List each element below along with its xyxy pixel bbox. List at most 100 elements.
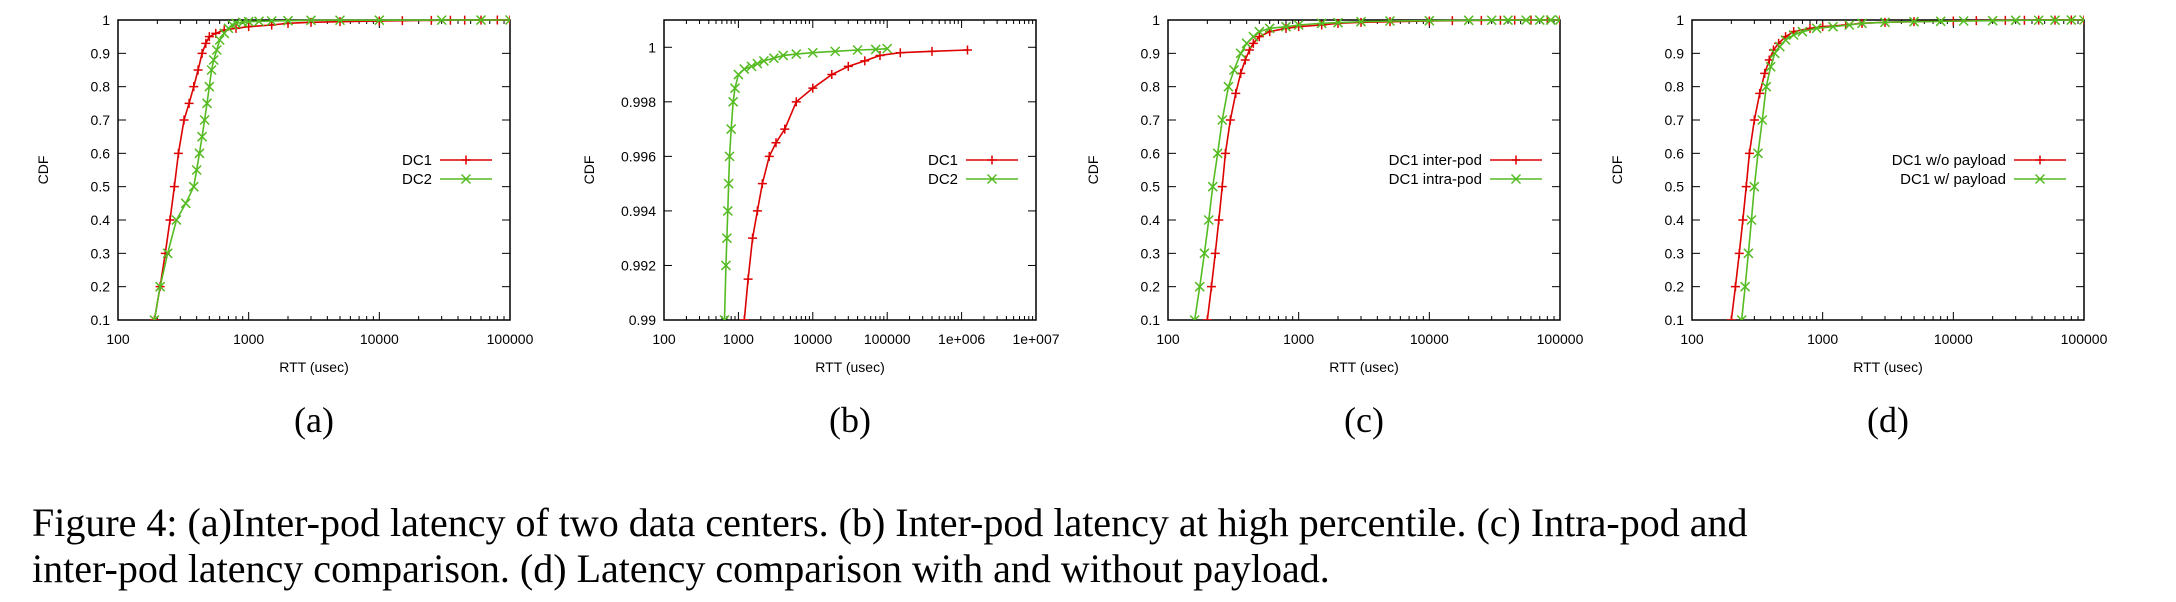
legend-marker (986, 173, 998, 185)
data-point (870, 44, 881, 55)
data-point (764, 151, 774, 161)
y-tick-label: 0.3 (1665, 245, 1685, 261)
data-point (1384, 15, 1396, 27)
y-tick-label: 0.6 (1665, 145, 1685, 161)
data-point (746, 61, 757, 72)
data-point (1743, 248, 1754, 259)
legend-marker (1511, 155, 1521, 165)
data-point (1958, 15, 1969, 27)
data-point (1769, 48, 1780, 59)
data-point (1254, 26, 1265, 37)
data-point (927, 46, 937, 56)
y-tick-label: 0.1 (1141, 312, 1161, 328)
legend-marker (2035, 155, 2045, 165)
y-tick-label: 0.4 (1665, 212, 1685, 228)
subfigure-label: (c) (1344, 400, 1384, 440)
data-point (193, 65, 203, 75)
data-point (752, 206, 762, 216)
data-point (1424, 15, 1435, 26)
y-tick-label: 0.9 (91, 45, 111, 61)
legend-label: DC1 (402, 152, 432, 169)
data-point (214, 34, 225, 46)
subfigure-label: (d) (1867, 400, 1909, 440)
series-line (1206, 19, 1560, 320)
legend-label: DC1 w/ payload (1900, 171, 2006, 188)
data-point (1755, 88, 1765, 98)
series-1 (1726, 15, 2084, 320)
data-point (830, 46, 841, 57)
data-point (1210, 248, 1220, 258)
data-point (266, 15, 277, 27)
subfigure-label: (a) (294, 400, 334, 440)
data-point (1264, 23, 1275, 34)
data-point (1736, 314, 1747, 320)
y-tick-label: 0.2 (1141, 279, 1161, 295)
series-1 (739, 45, 972, 320)
y-tick-label: 0.3 (1141, 245, 1161, 261)
data-point (1228, 64, 1240, 76)
x-tick-label: 1e+007 (1012, 331, 1059, 347)
data-point (1214, 215, 1224, 225)
data-point (208, 54, 219, 66)
legend-label: DC2 (928, 171, 958, 188)
y-axis-label: CDF (1609, 156, 1625, 185)
y-tick-label: 0.8 (91, 79, 111, 95)
x-tick-label: 10000 (1934, 331, 1973, 347)
data-point (2049, 15, 2061, 26)
data-point (807, 47, 818, 58)
data-point (757, 179, 767, 189)
data-point (2010, 15, 2021, 26)
data-point (189, 82, 199, 92)
x-tick-label: 1000 (233, 331, 264, 347)
y-tick-label: 0.9 (1665, 45, 1685, 61)
data-point (808, 83, 818, 93)
x-tick-label: 100 (1156, 331, 1180, 347)
data-point (1189, 314, 1200, 320)
series-1 (1202, 15, 1560, 320)
legend-label: DC1 w/o payload (1892, 152, 2006, 169)
data-point (723, 178, 734, 189)
data-point (201, 38, 211, 48)
series-line (723, 47, 888, 320)
x-tick-label: 1000 (1807, 331, 1838, 347)
y-tick-label: 0.6 (1141, 145, 1161, 161)
data-point (875, 50, 885, 60)
legend-label: DC1 (928, 152, 958, 169)
data-point (743, 274, 753, 284)
series-line (1740, 19, 2084, 320)
data-point (748, 233, 758, 243)
y-tick-label: 0.99 (629, 312, 656, 328)
data-point (1225, 115, 1235, 125)
figure-caption: Figure 4: (a)Inter-pod latency of two da… (32, 500, 2162, 592)
data-point (1744, 148, 1754, 158)
data-point (155, 281, 166, 292)
x-tick-label: 100 (1680, 331, 1704, 347)
series-line (1193, 19, 1560, 320)
data-point (758, 55, 769, 66)
y-tick-label: 0.5 (91, 179, 111, 195)
data-point (1749, 181, 1760, 192)
y-tick-label: 1 (1152, 12, 1160, 28)
legend-label: DC1 intra-pod (1389, 171, 1482, 188)
chart-panel-a: 0.1 0.2 0.3 0.4 0.5 0.6 0.7 0.8 0.9 1 100 1000 10000… (35, 12, 534, 440)
data-point (1827, 21, 1839, 32)
data-point (2033, 15, 2044, 26)
y-tick-label: 1 (1676, 12, 1684, 28)
data-point (1217, 182, 1227, 192)
plot-frame (1691, 19, 2085, 321)
caption-line-1: Figure 4: (a)Inter-pod latency of two da… (32, 500, 1748, 545)
data-point (194, 148, 205, 159)
data-point (1545, 15, 1556, 26)
y-tick-label: 0.1 (1665, 312, 1685, 328)
data-point (739, 315, 749, 320)
data-point (1734, 248, 1744, 258)
data-point (1856, 18, 1868, 29)
data-point (843, 61, 853, 71)
data-point (852, 44, 863, 56)
data-point (752, 58, 763, 69)
data-point (1254, 32, 1264, 42)
legend-marker (1510, 173, 1522, 185)
data-point (204, 32, 214, 42)
data-point (1316, 18, 1327, 29)
data-point (162, 248, 173, 259)
